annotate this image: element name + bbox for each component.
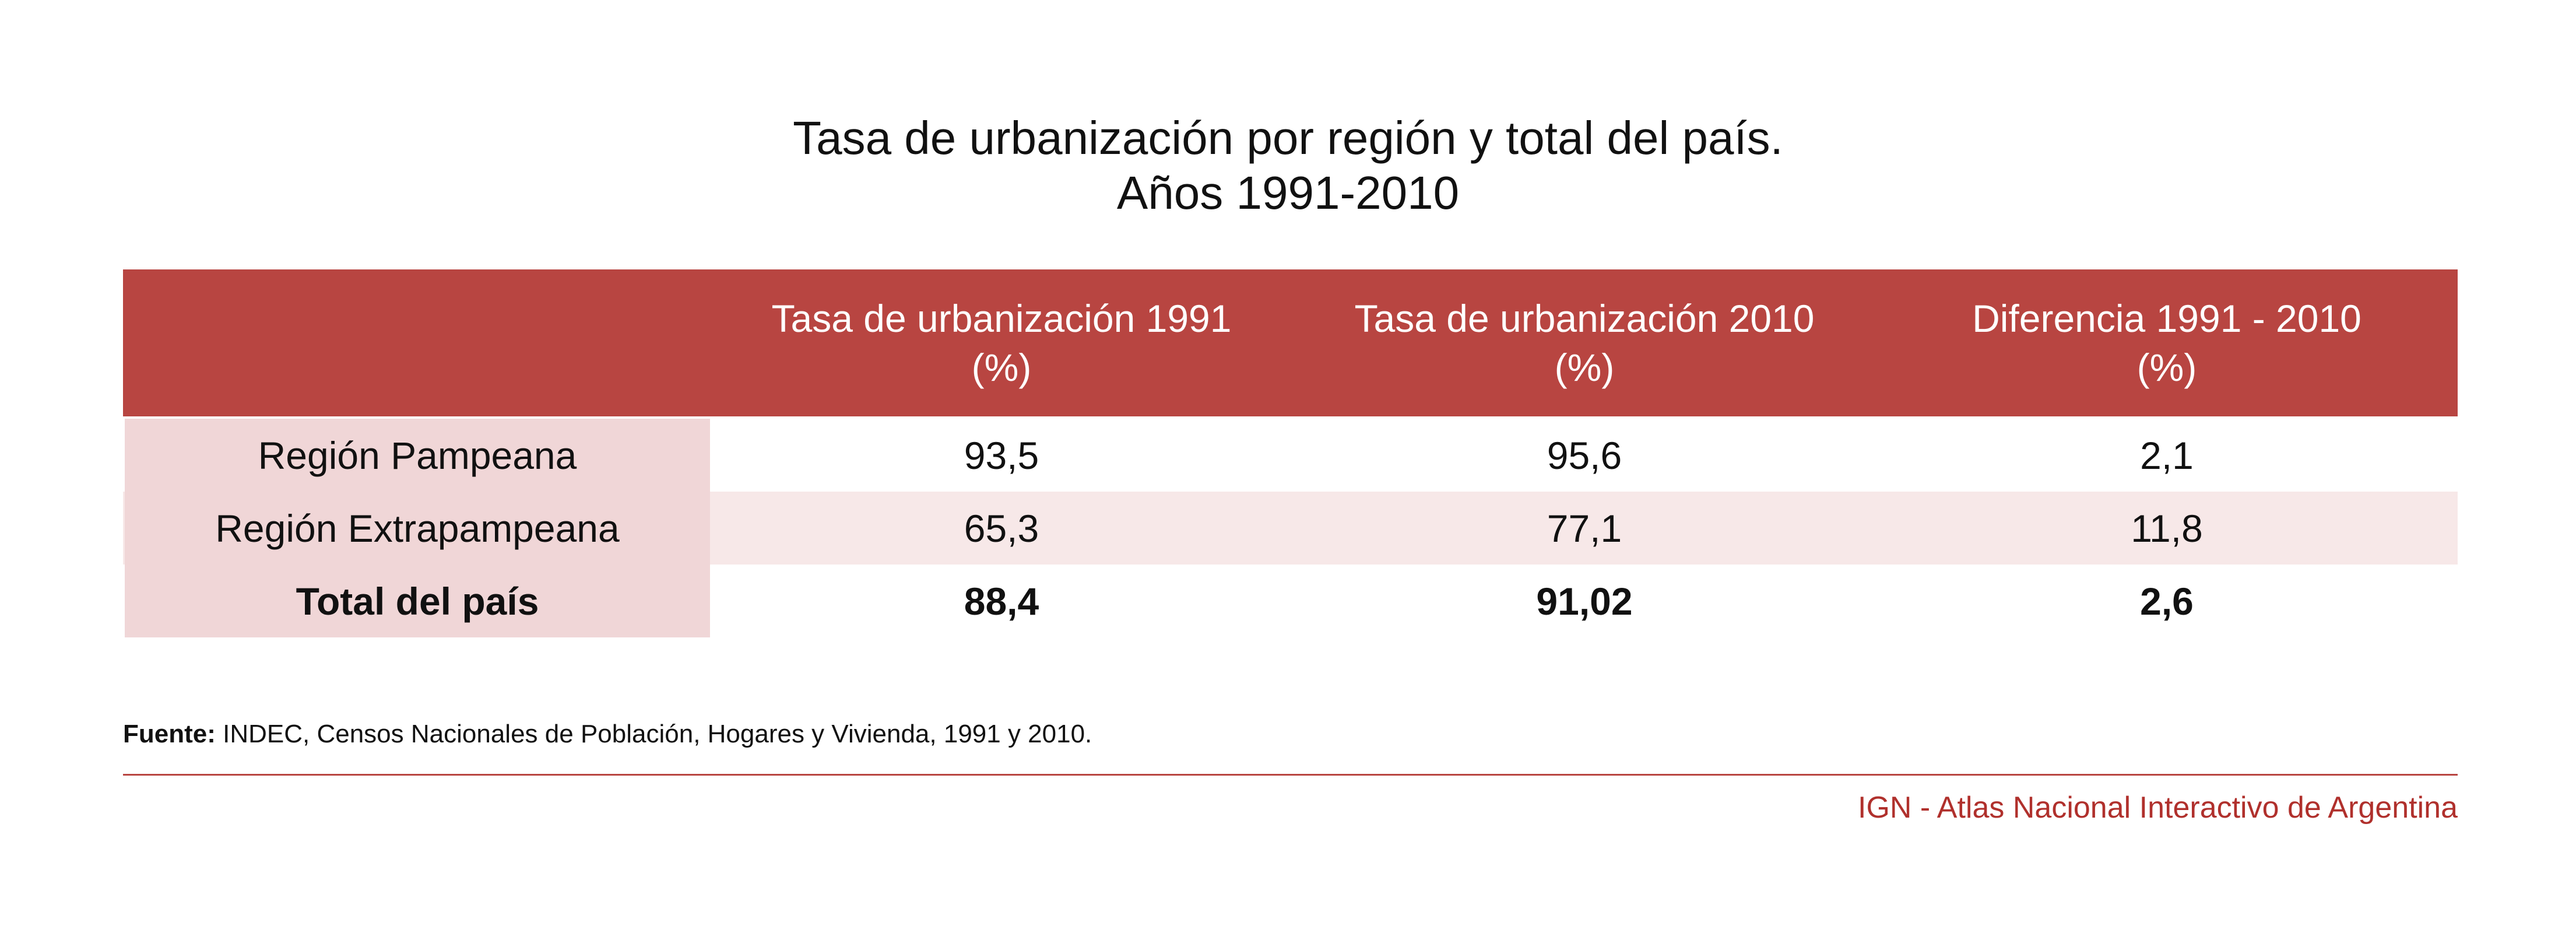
footer-divider xyxy=(123,774,2458,776)
cell-value: 91,02 xyxy=(1536,579,1633,623)
header-2010-label: Tasa de urbanización 2010 xyxy=(1354,297,1815,340)
header-cell-2010: Tasa de urbanización 2010 (%) xyxy=(1293,269,1876,416)
cell-value: 2,1 xyxy=(2140,433,2194,477)
table-header: Tasa de urbanización 1991 (%) Tasa de ur… xyxy=(123,269,2458,416)
source-label: Fuente: xyxy=(123,720,216,748)
cell-value: 88,4 xyxy=(964,579,1039,623)
cell-value: 95,6 xyxy=(1547,433,1622,477)
source-text: INDEC, Censos Nacionales de Población, H… xyxy=(215,720,1092,748)
table-row-total: Total del país 88,4 91,02 2,6 xyxy=(123,565,2458,637)
chart-title: Tasa de urbanización por región y total … xyxy=(0,111,2576,220)
header-1991-label: Tasa de urbanización 1991 xyxy=(771,297,1232,340)
table-row-extrapampeana: Región Extrapampeana 65,3 77,1 11,8 xyxy=(123,492,2458,565)
cell-value: 77,1 xyxy=(1547,506,1622,550)
header-diferencia-unit: (%) xyxy=(2136,346,2197,389)
source-note: Fuente: INDEC, Censos Nacionales de Pobl… xyxy=(123,720,1092,749)
credit-text: IGN - Atlas Nacional Interactivo de Arge… xyxy=(1858,791,2458,825)
row-label: Región Extrapampeana xyxy=(125,492,710,565)
header-2010-unit: (%) xyxy=(1554,346,1615,389)
header-cell-diferencia: Diferencia 1991 - 2010 (%) xyxy=(1876,269,2458,416)
cell-value: 93,5 xyxy=(964,433,1039,477)
chart-subtitle: Años 1991-2010 xyxy=(1116,167,1460,219)
table-row-pampeana: Región Pampeana 93,5 95,6 2,1 xyxy=(123,419,2458,492)
cell-value: 2,6 xyxy=(2140,579,2194,623)
chart-title-line: Tasa de urbanización por región y total … xyxy=(793,112,1783,164)
header-1991-unit: (%) xyxy=(971,346,1032,389)
cell-value: 65,3 xyxy=(964,506,1039,550)
header-diferencia-label: Diferencia 1991 - 2010 xyxy=(1972,297,2361,340)
data-table: Tasa de urbanización 1991 (%) Tasa de ur… xyxy=(123,269,2458,637)
row-label: Región Pampeana xyxy=(125,419,710,492)
row-label: Total del país xyxy=(125,565,710,637)
header-cell-empty xyxy=(125,269,710,416)
header-cell-1991: Tasa de urbanización 1991 (%) xyxy=(710,269,1293,416)
cell-value: 11,8 xyxy=(2131,506,2203,550)
